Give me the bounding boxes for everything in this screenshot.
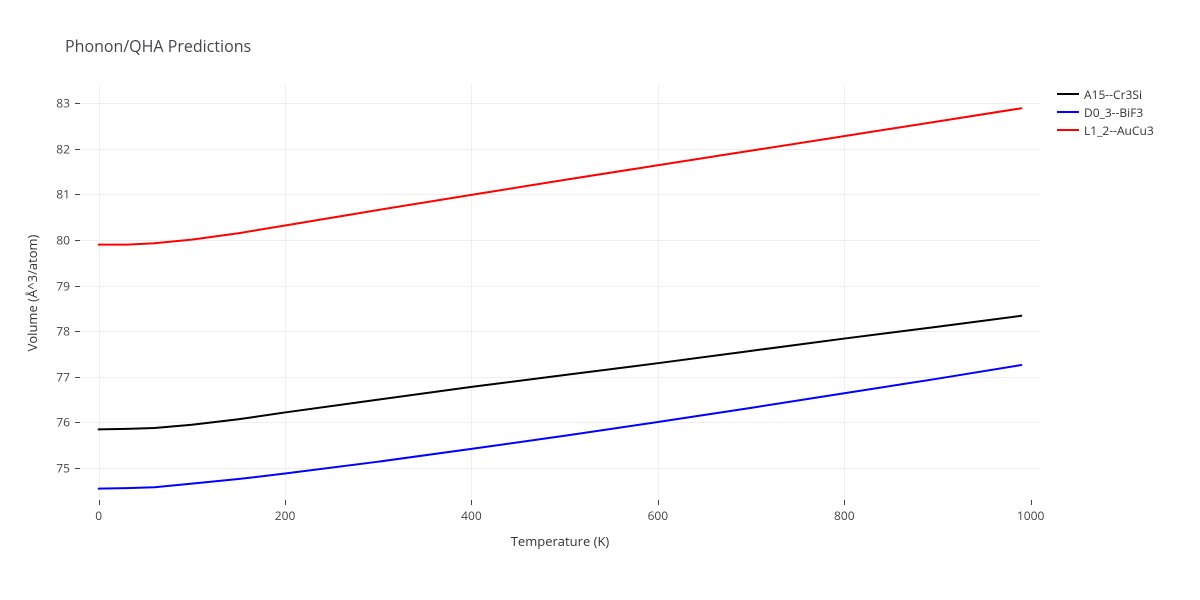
y-tick-mark — [75, 240, 80, 241]
chart-root: Phonon/QHA Predictions 0 200 400 600 800 1000… — [0, 0, 1200, 600]
legend-item[interactable]: L1_2--AuCu3 — [1057, 121, 1154, 139]
legend-swatch — [1057, 93, 1079, 95]
x-axis-title: Temperature (K) — [511, 532, 610, 550]
series-line[interactable] — [99, 108, 1022, 244]
y-tick-mark — [75, 422, 80, 423]
y-tick-label: 83 — [56, 95, 70, 112]
series-line[interactable] — [99, 316, 1022, 430]
y-tick-label: 75 — [56, 460, 70, 477]
x-tick-mark — [658, 500, 659, 505]
legend: A15--Cr3SiD0_3--BiF3L1_2--AuCu3 — [1057, 85, 1154, 139]
series-layer — [80, 85, 1040, 500]
plot-area — [80, 85, 1040, 500]
y-tick-mark — [75, 149, 80, 150]
x-tick-mark — [1031, 500, 1032, 505]
legend-label: A15--Cr3Si — [1084, 86, 1142, 103]
y-tick-label: 78 — [56, 323, 70, 340]
legend-label: L1_2--AuCu3 — [1084, 122, 1154, 139]
legend-swatch — [1057, 129, 1079, 131]
legend-label: D0_3--BiF3 — [1084, 104, 1143, 121]
x-tick-mark — [471, 500, 472, 505]
series-line[interactable] — [99, 365, 1022, 489]
x-tick-label: 1000 — [1017, 507, 1044, 524]
y-tick-label: 76 — [56, 414, 70, 431]
x-tick-label: 600 — [648, 507, 669, 524]
x-tick-label: 400 — [461, 507, 482, 524]
y-axis-title: Volume (Å^3/atom) — [23, 234, 41, 351]
x-tick-label: 800 — [834, 507, 855, 524]
legend-item[interactable]: D0_3--BiF3 — [1057, 103, 1154, 121]
y-tick-mark — [75, 377, 80, 378]
legend-swatch — [1057, 111, 1079, 113]
x-tick-mark — [844, 500, 845, 505]
y-tick-mark — [75, 468, 80, 469]
x-tick-mark — [285, 500, 286, 505]
x-tick-label: 200 — [275, 507, 296, 524]
x-tick-label: 0 — [95, 507, 102, 524]
y-tick-label: 81 — [56, 186, 70, 203]
y-tick-mark — [75, 286, 80, 287]
x-tick-mark — [99, 500, 100, 505]
chart-title: Phonon/QHA Predictions — [65, 35, 251, 57]
y-tick-label: 80 — [56, 232, 70, 249]
y-tick-mark — [75, 103, 80, 104]
y-tick-label: 82 — [56, 140, 70, 157]
y-tick-mark — [75, 331, 80, 332]
y-tick-label: 79 — [56, 277, 70, 294]
y-tick-label: 77 — [56, 368, 70, 385]
legend-item[interactable]: A15--Cr3Si — [1057, 85, 1154, 103]
y-tick-mark — [75, 194, 80, 195]
